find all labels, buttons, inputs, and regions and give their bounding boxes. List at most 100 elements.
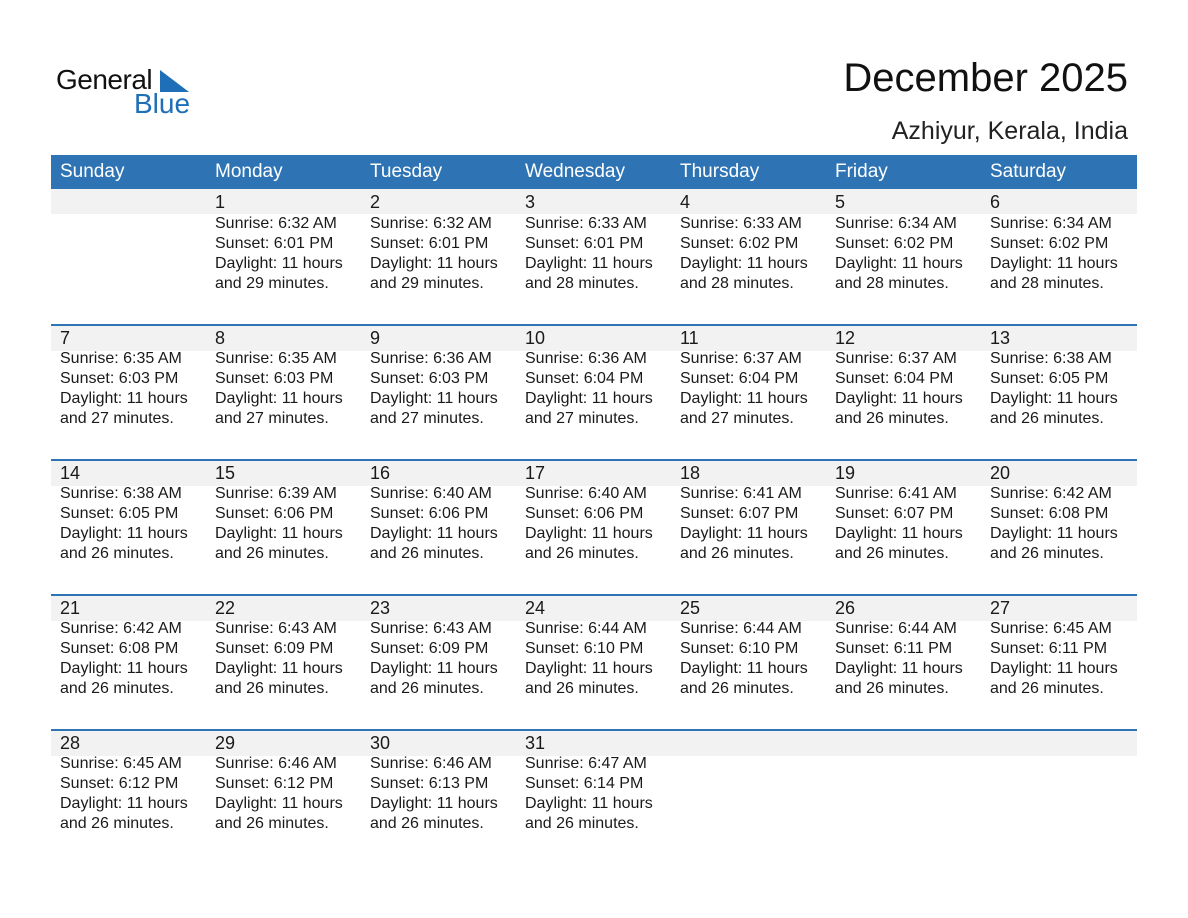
sunset-text: Sunset: 6:11 PM [835,640,953,657]
daylight-text: Daylight: 11 hours [370,660,498,677]
sunrise-text: Sunrise: 6:44 AM [525,620,647,637]
sunrise-text: Sunrise: 6:40 AM [525,485,647,502]
calendar-grid: Sunday Monday Tuesday Wednesday Thursday Frid… [51,155,1137,864]
daylight-minutes-text: and 26 minutes. [835,680,949,697]
sunset-text: Sunset: 6:09 PM [215,640,334,657]
daylight-text: Daylight: 11 hours [215,525,343,542]
sunrise-text: Sunrise: 6:42 AM [990,485,1112,502]
sunset-text: Sunset: 6:13 PM [370,775,489,792]
day-number: 26 [835,598,856,618]
sunrise-text: Sunrise: 6:34 AM [990,215,1112,232]
day-cell: 3 Sunrise: 6:33 AM Sunset: 6:01 PM Daylight… [516,189,671,294]
day-number: 29 [215,733,236,753]
sunset-text: Sunset: 6:09 PM [370,640,489,657]
daylight-text: Daylight: 11 hours [370,525,498,542]
daylight-minutes-text: and 26 minutes. [525,815,639,832]
day-cell: 1 Sunrise: 6:32 AM Sunset: 6:01 PM Daylight… [206,189,361,294]
daylight-minutes-text: and 26 minutes. [370,815,484,832]
day-cell: 6 Sunrise: 6:34 AM Sunset: 6:02 PM Daylight… [981,189,1136,294]
day-cell: 10 Sunrise: 6:36 AM Sunset: 6:04 PM Dayligh… [516,326,671,429]
daylight-minutes-text: and 26 minutes. [60,545,174,562]
sunrise-text: Sunrise: 6:37 AM [680,350,802,367]
sunrise-text: Sunrise: 6:41 AM [835,485,957,502]
day-number: 7 [60,328,71,348]
page-title: December 2025 [843,56,1128,100]
day-cell: 8 Sunrise: 6:35 AM Sunset: 6:03 PM Daylight… [206,326,361,429]
day-cell: 13 Sunrise: 6:38 AM Sunset: 6:05 PM Dayligh… [981,326,1136,429]
day-number: 17 [525,463,546,483]
day-cell: 9 Sunrise: 6:36 AM Sunset: 6:03 PM Daylight… [361,326,516,429]
daylight-minutes-text: and 26 minutes. [990,545,1104,562]
sunset-text: Sunset: 6:03 PM [370,370,489,387]
sunrise-text: Sunrise: 6:37 AM [835,350,957,367]
sunset-text: Sunset: 6:07 PM [835,505,954,522]
sunset-text: Sunset: 6:12 PM [215,775,334,792]
day-cell: 17 Sunrise: 6:40 AM Sunset: 6:06 PM Dayligh… [516,461,671,564]
weekday-sunday: Sunday [60,161,125,182]
day-cell: 15 Sunrise: 6:39 AM Sunset: 6:06 PM Dayligh… [206,461,361,564]
daylight-minutes-text: and 26 minutes. [990,680,1104,697]
day-cell: 7 Sunrise: 6:35 AM Sunset: 6:03 PM Daylight… [51,326,206,429]
date-band [51,596,1137,621]
day-cell: 29 Sunrise: 6:46 AM Sunset: 6:12 PM Dayligh… [206,731,361,834]
sunset-text: Sunset: 6:04 PM [525,370,644,387]
daylight-minutes-text: and 26 minutes. [680,680,794,697]
sunrise-text: Sunrise: 6:47 AM [525,755,647,772]
date-band [51,461,1137,486]
sunset-text: Sunset: 6:08 PM [60,640,179,657]
day-number: 22 [215,598,236,618]
sunset-text: Sunset: 6:05 PM [60,505,179,522]
sunset-text: Sunset: 6:01 PM [525,235,644,252]
weekday-wednesday: Wednesday [525,161,625,182]
weekday-saturday: Saturday [990,161,1067,182]
day-number: 5 [835,192,846,212]
daylight-minutes-text: and 26 minutes. [215,545,329,562]
daylight-minutes-text: and 26 minutes. [60,815,174,832]
daylight-text: Daylight: 11 hours [60,795,188,812]
daylight-minutes-text: and 26 minutes. [990,410,1104,427]
sunset-text: Sunset: 6:02 PM [990,235,1109,252]
sunrise-text: Sunrise: 6:46 AM [370,755,492,772]
day-number: 27 [990,598,1011,618]
weekday-tuesday: Tuesday [370,161,443,182]
daylight-text: Daylight: 11 hours [990,660,1118,677]
daylight-minutes-text: and 26 minutes. [525,680,639,697]
day-cell: 4 Sunrise: 6:33 AM Sunset: 6:02 PM Daylight… [671,189,826,294]
sunrise-text: Sunrise: 6:32 AM [370,215,492,232]
daylight-text: Daylight: 11 hours [990,255,1118,272]
daylight-minutes-text: and 26 minutes. [370,545,484,562]
weekday-header: Sunday Monday Tuesday Wednesday Thursday Frid… [51,155,1137,189]
daylight-minutes-text: and 27 minutes. [215,410,329,427]
sunset-text: Sunset: 6:08 PM [990,505,1109,522]
empty-cell [826,731,981,834]
day-cell: 31 Sunrise: 6:47 AM Sunset: 6:14 PM Dayligh… [516,731,671,834]
weekday-friday: Friday [835,161,888,182]
sunrise-text: Sunrise: 6:42 AM [60,620,182,637]
sunrise-text: Sunrise: 6:43 AM [215,620,337,637]
day-number: 20 [990,463,1011,483]
day-number: 4 [680,192,691,212]
daylight-minutes-text: and 26 minutes. [60,680,174,697]
daylight-text: Daylight: 11 hours [835,660,963,677]
daylight-text: Daylight: 11 hours [680,255,808,272]
daylight-minutes-text: and 28 minutes. [525,275,639,292]
sunrise-text: Sunrise: 6:35 AM [60,350,182,367]
day-number: 23 [370,598,391,618]
sunrise-text: Sunrise: 6:32 AM [215,215,337,232]
sunrise-text: Sunrise: 6:33 AM [525,215,647,232]
sunrise-text: Sunrise: 6:36 AM [370,350,492,367]
day-cell: 5 Sunrise: 6:34 AM Sunset: 6:02 PM Daylight… [826,189,981,294]
daylight-text: Daylight: 11 hours [525,255,653,272]
day-cell: 28 Sunrise: 6:45 AM Sunset: 6:12 PM Dayligh… [51,731,206,834]
sunset-text: Sunset: 6:01 PM [370,235,489,252]
daylight-text: Daylight: 11 hours [60,525,188,542]
daylight-text: Daylight: 11 hours [525,390,653,407]
day-cell: 14 Sunrise: 6:38 AM Sunset: 6:05 PM Dayligh… [51,461,206,564]
day-number: 31 [525,733,546,753]
day-cell: 27 Sunrise: 6:45 AM Sunset: 6:11 PM Dayligh… [981,596,1136,699]
sunrise-text: Sunrise: 6:41 AM [680,485,802,502]
daylight-text: Daylight: 11 hours [215,255,343,272]
sunrise-text: Sunrise: 6:40 AM [370,485,492,502]
daylight-minutes-text: and 28 minutes. [680,275,794,292]
daylight-text: Daylight: 11 hours [525,795,653,812]
